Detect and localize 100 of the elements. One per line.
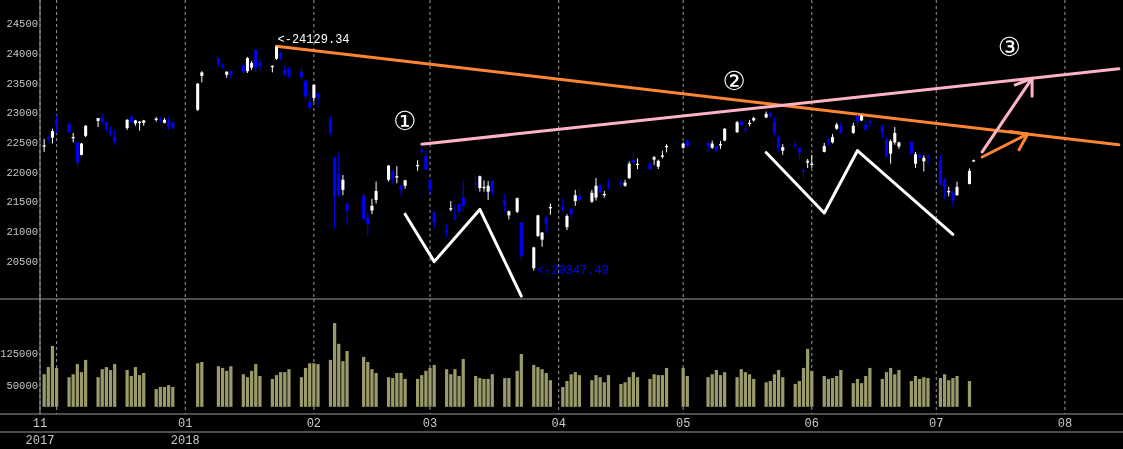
annotation: ① (393, 106, 417, 137)
candlestick (569, 207, 573, 219)
y-tick-label: 20500 (6, 255, 38, 268)
bar (710, 374, 714, 407)
bar (84, 359, 88, 407)
candlestick (374, 181, 378, 204)
bar (104, 367, 109, 407)
x-tick-label: 02 (306, 417, 322, 432)
bar (113, 364, 117, 407)
bar (922, 377, 926, 407)
bar (776, 370, 781, 407)
bar (897, 370, 901, 407)
candlestick (316, 92, 320, 108)
bar (75, 364, 79, 407)
bar (162, 386, 167, 407)
y-tick-label: 21500 (6, 196, 38, 209)
bar (569, 374, 573, 407)
bar (793, 383, 797, 407)
candlestick (304, 79, 308, 101)
bar (826, 378, 831, 407)
bar (216, 366, 221, 407)
candlestick (55, 114, 59, 134)
bar (532, 364, 536, 407)
bar (241, 374, 245, 407)
bar (577, 375, 582, 407)
candlestick (482, 179, 486, 193)
bar (133, 367, 138, 407)
x-tick-label: 04 (551, 417, 566, 432)
bar (424, 370, 428, 407)
bar (855, 378, 860, 407)
candlestick (706, 141, 710, 153)
bar (747, 374, 752, 407)
bar (723, 372, 727, 407)
x-tick-label: 08 (1057, 417, 1073, 432)
bar (345, 351, 349, 407)
bar (154, 389, 158, 407)
bar (503, 378, 507, 407)
bar (225, 370, 229, 407)
bar (445, 369, 449, 407)
bar (229, 366, 233, 407)
bar (415, 378, 420, 407)
bar (764, 382, 768, 407)
bar (283, 372, 287, 407)
bar (270, 378, 274, 407)
candlestick (507, 210, 511, 220)
bar (955, 375, 959, 407)
candlestick (42, 138, 46, 153)
y-tick-label: 22500 (6, 136, 38, 149)
candlestick (623, 179, 627, 188)
bar (606, 375, 611, 407)
bar (171, 386, 175, 407)
bar (664, 367, 669, 407)
bar (573, 372, 577, 407)
candlestick (474, 175, 478, 193)
bar (519, 353, 523, 407)
candlestick (328, 115, 332, 136)
bar (490, 374, 494, 407)
line-series (764, 149, 955, 236)
annotation: ② (722, 66, 746, 97)
candlestick (75, 141, 79, 168)
bar (951, 378, 955, 407)
bar (125, 370, 129, 407)
bar (279, 372, 283, 407)
candlestick (341, 174, 345, 196)
candlestick (801, 167, 806, 180)
bar (200, 362, 204, 407)
bar (822, 375, 826, 407)
bar (544, 372, 548, 407)
bar (142, 372, 146, 407)
bar (681, 367, 685, 407)
bar (889, 367, 893, 407)
bar (752, 378, 756, 407)
bar (482, 378, 486, 407)
bar (839, 370, 843, 407)
candlestick (652, 155, 656, 166)
bar (420, 375, 424, 407)
bar (714, 370, 718, 407)
bar (303, 367, 308, 407)
bar (254, 364, 258, 407)
line-series (403, 207, 523, 298)
bar (507, 378, 511, 407)
bar (67, 377, 71, 407)
bar (374, 372, 378, 407)
bar (926, 378, 930, 407)
annotation: <-24129.34 (277, 33, 350, 48)
candlestick (486, 180, 490, 201)
y-tick-label: 22000 (6, 166, 38, 179)
bar (540, 369, 544, 407)
bar (830, 378, 835, 407)
x-tick-label: 05 (675, 417, 691, 432)
candlestick (96, 117, 100, 128)
bar (739, 369, 743, 407)
bar (316, 364, 320, 407)
bar (100, 369, 104, 407)
y-tick-label: 23500 (6, 77, 38, 90)
candlestick (772, 116, 776, 136)
candlestick (868, 119, 872, 129)
bar (868, 367, 872, 407)
bar (196, 363, 200, 407)
candlestick (399, 184, 403, 197)
